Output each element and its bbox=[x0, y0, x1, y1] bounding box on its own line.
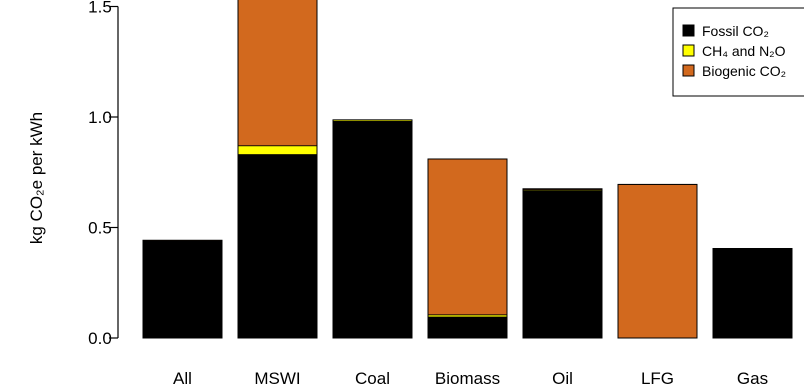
x-tick-label: Biomass bbox=[435, 369, 500, 388]
legend-swatch bbox=[682, 44, 695, 57]
legend-label: Biogenic CO₂ bbox=[702, 63, 786, 79]
bar-outline bbox=[427, 158, 508, 339]
x-axis-tick-labels: All MSWI Coal Biomass Oil LFG Gas bbox=[173, 369, 768, 388]
bar-segment bbox=[237, 0, 318, 147]
y-tick-label: 1.0 bbox=[88, 108, 112, 127]
y-axis: 0.0 0.5 1.0 1.5 bbox=[88, 0, 119, 348]
bar-segment bbox=[522, 190, 603, 339]
bar-segment bbox=[142, 241, 223, 339]
bar-segment bbox=[427, 158, 508, 316]
x-tick-label: All bbox=[173, 369, 192, 388]
bar-outline bbox=[332, 119, 413, 339]
x-tick-label: MSWI bbox=[254, 369, 300, 388]
y-tick-label: 1.5 bbox=[88, 0, 112, 17]
bar-outline bbox=[522, 188, 603, 339]
x-tick-label: LFG bbox=[641, 369, 674, 388]
x-tick-label: Coal bbox=[355, 369, 390, 388]
x-tick-label: Gas bbox=[737, 369, 768, 388]
bars bbox=[142, 0, 793, 339]
bar-segment bbox=[427, 316, 508, 339]
bar-outline bbox=[142, 239, 223, 339]
legend-swatch bbox=[682, 64, 695, 77]
bar-segment bbox=[332, 121, 413, 339]
y-tick-label: 0.0 bbox=[88, 329, 112, 348]
y-tick-label: 0.5 bbox=[88, 219, 112, 238]
legend: Fossil CO₂ CH₄ and N₂O Biogenic CO₂ bbox=[672, 7, 804, 97]
y-axis-label: kg CO₂e per kWh bbox=[27, 112, 46, 244]
bar-segment bbox=[237, 145, 318, 155]
bar-outline bbox=[237, 0, 318, 339]
legend-box bbox=[672, 7, 804, 97]
bar-outline bbox=[712, 247, 793, 339]
bar-segment bbox=[712, 248, 793, 339]
legend-label: CH₄ and N₂O bbox=[702, 43, 786, 59]
x-tick-label: Oil bbox=[552, 369, 573, 388]
legend-label: Fossil CO₂ bbox=[702, 23, 769, 39]
bar-outline bbox=[617, 183, 698, 339]
bar-segment bbox=[617, 184, 698, 339]
bar-segment bbox=[237, 154, 318, 339]
legend-swatch bbox=[682, 24, 695, 37]
